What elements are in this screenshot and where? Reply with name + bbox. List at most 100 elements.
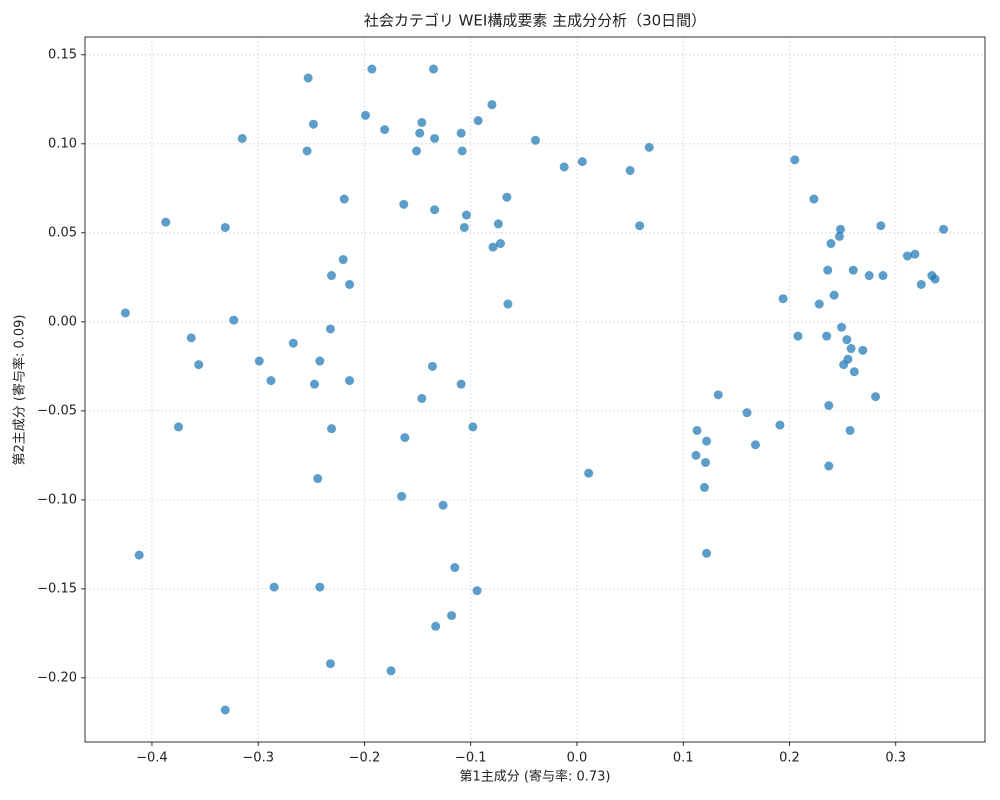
point xyxy=(823,265,833,275)
point xyxy=(699,482,709,492)
point xyxy=(288,338,298,348)
y-tick-label: −0.20 xyxy=(37,670,77,685)
point xyxy=(431,621,441,631)
point xyxy=(625,166,635,176)
point xyxy=(871,392,881,402)
chart-title: 社会カテゴリ WEI構成要素 主成分分析（30日間） xyxy=(364,12,706,30)
x-tick-label: −0.4 xyxy=(136,751,168,766)
point xyxy=(916,279,926,289)
point xyxy=(380,125,390,135)
point xyxy=(327,424,337,434)
x-axis-label: 第1主成分 (寄与率: 0.73) xyxy=(459,769,610,785)
point xyxy=(468,422,478,432)
point xyxy=(430,133,440,143)
point xyxy=(842,335,852,345)
point xyxy=(457,146,467,156)
point xyxy=(878,271,888,281)
point xyxy=(315,356,325,366)
y-tick-label: −0.15 xyxy=(37,581,77,596)
point xyxy=(310,379,320,389)
point xyxy=(849,367,859,377)
point xyxy=(361,110,371,120)
point xyxy=(269,582,279,592)
point xyxy=(174,422,184,432)
point xyxy=(325,324,335,334)
point xyxy=(930,274,940,284)
point xyxy=(824,461,834,471)
point xyxy=(327,271,337,281)
point xyxy=(793,331,803,341)
y-tick-label: −0.10 xyxy=(37,492,77,507)
point xyxy=(254,356,264,366)
point xyxy=(417,117,427,127)
point xyxy=(503,299,513,309)
point xyxy=(701,457,711,467)
x-tick-label: −0.3 xyxy=(242,751,274,766)
point xyxy=(438,500,448,510)
point xyxy=(835,224,845,234)
y-axis-label: 第2主成分 (寄与率: 0.09) xyxy=(12,314,28,465)
point xyxy=(338,255,348,265)
point xyxy=(456,128,466,138)
point xyxy=(837,322,847,332)
point xyxy=(487,100,497,110)
point xyxy=(120,308,130,318)
point xyxy=(577,157,587,167)
x-tick-label: 0.3 xyxy=(885,751,906,766)
point xyxy=(472,586,482,596)
point xyxy=(778,294,788,304)
point xyxy=(237,133,247,143)
point xyxy=(313,474,323,484)
point xyxy=(826,239,836,249)
point xyxy=(910,249,920,259)
y-tick-label: 0.15 xyxy=(48,47,77,62)
point xyxy=(702,548,712,558)
x-tick-label: 0.2 xyxy=(779,751,800,766)
point xyxy=(325,659,335,669)
point xyxy=(750,440,760,450)
x-tick-label: −0.1 xyxy=(455,751,487,766)
point xyxy=(834,231,844,241)
x-tick-label: 0.1 xyxy=(673,751,694,766)
point xyxy=(266,376,276,386)
point xyxy=(461,210,471,220)
point xyxy=(456,379,466,389)
point xyxy=(691,450,701,460)
point xyxy=(186,333,196,343)
point xyxy=(702,436,712,446)
point xyxy=(417,393,427,403)
point xyxy=(822,331,832,341)
point xyxy=(531,135,541,145)
x-tick-label: 0.0 xyxy=(567,751,588,766)
point xyxy=(400,433,410,443)
point xyxy=(220,222,230,232)
point xyxy=(775,420,785,430)
point xyxy=(345,279,355,289)
point xyxy=(814,299,824,309)
point xyxy=(692,425,702,435)
point xyxy=(858,345,868,355)
point xyxy=(412,146,422,156)
point xyxy=(902,251,912,261)
point xyxy=(473,116,483,126)
point xyxy=(315,582,325,592)
point xyxy=(493,219,503,229)
point xyxy=(459,222,469,232)
y-tick-label: 0.00 xyxy=(48,314,77,329)
point xyxy=(843,354,853,364)
point xyxy=(809,194,819,204)
point xyxy=(339,194,349,204)
point xyxy=(194,360,204,370)
point xyxy=(161,217,171,227)
point xyxy=(488,242,498,252)
point xyxy=(635,221,645,231)
point xyxy=(415,128,425,138)
point xyxy=(345,376,355,386)
point xyxy=(848,265,858,275)
point xyxy=(584,468,594,478)
point xyxy=(447,611,457,621)
point xyxy=(386,666,396,676)
point xyxy=(824,401,834,411)
point xyxy=(308,119,318,129)
